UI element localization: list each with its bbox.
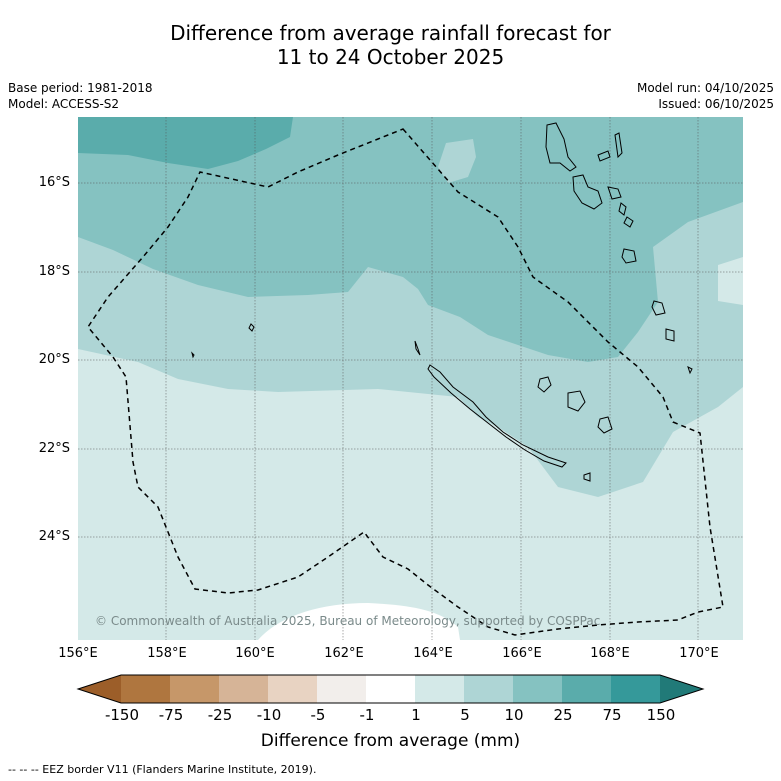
epi-island [607, 186, 622, 200]
colorbar-swatch [170, 675, 219, 703]
colorbar-tick-label: 150 [646, 706, 676, 724]
colorbar-tick-label: 75 [602, 706, 622, 724]
lon-label: 156°E [58, 646, 98, 661]
walpole-island [583, 472, 591, 482]
espiritu-santo-island [545, 122, 577, 172]
region-dry-patch [438, 139, 476, 183]
colorbar-swatch [219, 675, 268, 703]
colorbar [76, 674, 705, 704]
erromango-island [621, 248, 637, 264]
colorbar-swatch [317, 675, 366, 703]
colorbar-tick-label: 25 [553, 706, 573, 724]
mare-island [597, 416, 613, 434]
matthew-island [687, 366, 693, 375]
aneityum-island [665, 328, 675, 342]
region-5-to-10 [78, 117, 743, 362]
efate-island [623, 216, 634, 228]
colorbar-swatch [464, 675, 513, 703]
lat-label: 22°S [38, 441, 70, 456]
coastlines [191, 122, 693, 482]
new-caledonia-island [427, 364, 567, 468]
belep-island [414, 340, 421, 356]
copyright-notice: © Commonwealth of Australia 2025, Bureau… [95, 614, 601, 628]
eez-footnote: -- -- -- EEZ border V11 (Flanders Marine… [8, 763, 317, 776]
chesterfield-islands [248, 323, 255, 332]
tanna-island [651, 300, 666, 316]
region-neutral [258, 603, 460, 640]
model-name: Model: ACCESS-S2 [8, 97, 120, 111]
colorbar-swatch [611, 675, 660, 703]
colorbar-title: Difference from average (mm) [260, 731, 521, 751]
colorbar-outline [76, 674, 705, 704]
colorbar-tick-label: -25 [207, 706, 233, 724]
colorbar-swatch [562, 675, 611, 703]
colorbar-swatch [366, 675, 415, 703]
lon-label: 162°E [324, 646, 364, 661]
lon-label: 158°E [147, 646, 187, 661]
region-10-to-25 [78, 117, 293, 169]
colorbar-swatch-low-extend [78, 675, 121, 703]
lat-label: 18°S [38, 264, 70, 279]
map-graticule [78, 117, 743, 640]
rainfall-map [78, 117, 743, 640]
colorbar-tick-label: -10 [256, 706, 282, 724]
lifou-island [567, 390, 586, 412]
lon-label: 170°E [679, 646, 719, 661]
colorbar-swatch-high-extend [660, 675, 703, 703]
colorbar-swatch [121, 675, 170, 703]
colorbar-tick-label: -150 [104, 706, 140, 724]
colorbar-tick-label: -1 [359, 706, 375, 724]
colorbar-tick-label: -5 [310, 706, 326, 724]
colorbar-tick-label: 5 [460, 706, 470, 724]
issued-date: Issued: 06/10/2025 [658, 97, 774, 111]
lon-label: 166°E [502, 646, 542, 661]
lon-label: 164°E [413, 646, 453, 661]
ouvea-island [537, 376, 552, 393]
colorbar-tick-label: -75 [158, 706, 184, 724]
map-title-line1: Difference from average rainfall forecas… [170, 21, 611, 45]
colorbar-tick-label: 1 [411, 706, 421, 724]
colorbar-swatch [268, 675, 317, 703]
colorbar-tick-label: 10 [504, 706, 524, 724]
map-title-line2: 11 to 24 October 2025 [276, 45, 505, 69]
malekula-island [572, 174, 603, 210]
eez-border [87, 128, 724, 636]
colorbar-swatch [513, 675, 562, 703]
lat-label: 20°S [38, 352, 70, 367]
colorbar-swatch [415, 675, 464, 703]
lon-label: 168°E [590, 646, 630, 661]
bellona-reef [191, 351, 195, 359]
base-period: Base period: 1981-2018 [8, 81, 153, 95]
ambae-island [597, 150, 611, 162]
lat-label: 16°S [38, 175, 70, 190]
model-run-date: Model run: 04/10/2025 [636, 81, 774, 95]
lon-label: 160°E [235, 646, 275, 661]
shepherd-islands [618, 202, 627, 216]
maewo-island [614, 132, 623, 159]
lat-label: 24°S [38, 529, 70, 544]
